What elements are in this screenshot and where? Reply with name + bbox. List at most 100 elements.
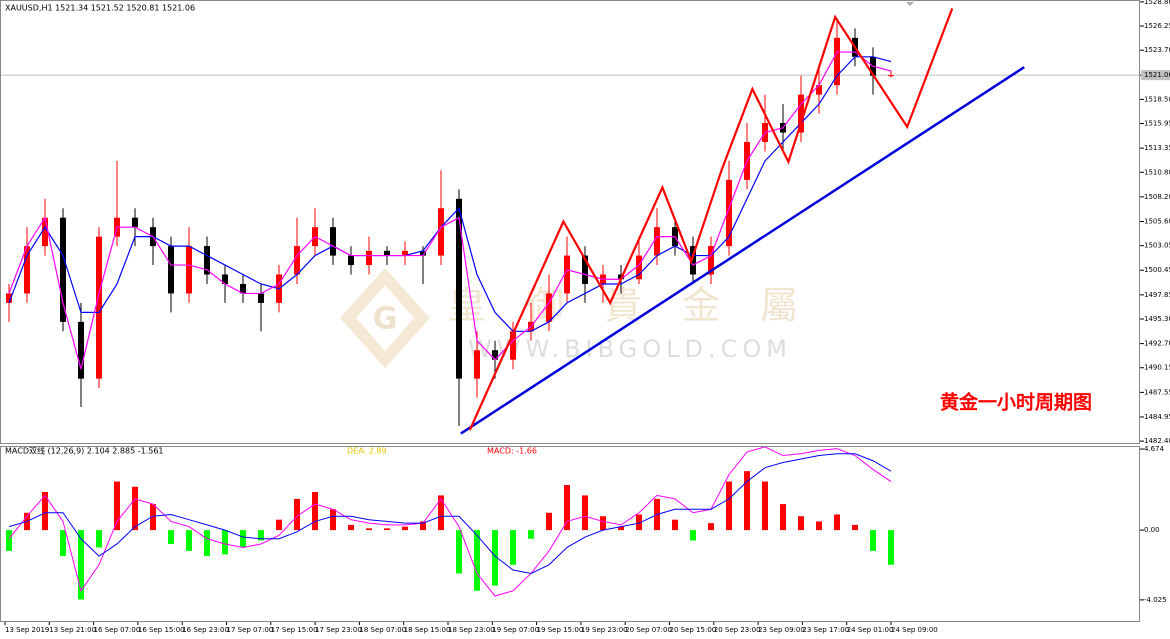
x-tick-label: 13 Sep 2019 bbox=[5, 626, 49, 634]
macd-bar bbox=[798, 516, 804, 531]
candle-body bbox=[366, 250, 372, 266]
y-tick-label: 1503.05 bbox=[1144, 242, 1170, 250]
macd-bar bbox=[600, 516, 606, 531]
main-pane-frame bbox=[0, 0, 1140, 444]
candle-body bbox=[546, 293, 552, 322]
macd-bar bbox=[294, 498, 300, 531]
macd-bar bbox=[456, 530, 462, 574]
x-tick-label: 17 Sep 23:00 bbox=[315, 626, 362, 634]
macd-bar bbox=[78, 530, 84, 600]
x-tick-label: 20 Sep 23:00 bbox=[714, 626, 761, 634]
macd-bar bbox=[780, 504, 786, 531]
x-tick-label: 19 Sep 15:00 bbox=[537, 626, 584, 634]
x-tick-label: 20 Sep 07:00 bbox=[625, 626, 672, 634]
last-price-box bbox=[1141, 70, 1170, 81]
macd-bar bbox=[528, 530, 534, 539]
x-tick-label: 18 Sep 07:00 bbox=[359, 626, 406, 634]
candle-body bbox=[474, 350, 480, 379]
candle-body bbox=[24, 246, 30, 294]
y-tick-label: 1515.95 bbox=[1144, 120, 1170, 128]
macd-bar bbox=[96, 530, 102, 548]
x-tick-label: 16 Sep 15:00 bbox=[138, 626, 185, 634]
macd-bar bbox=[546, 512, 552, 531]
x-tick-label: 24 Sep 09:00 bbox=[891, 626, 938, 634]
y-tick-label: 1487.55 bbox=[1144, 388, 1170, 396]
y-tick-label: 1482.40 bbox=[1144, 437, 1170, 445]
macd-bar bbox=[330, 509, 336, 531]
y-tick-label: 1523.70 bbox=[1144, 46, 1170, 54]
candle-body bbox=[816, 85, 822, 95]
y-tick-label: 1518.50 bbox=[1144, 95, 1170, 103]
macd-bar bbox=[474, 530, 480, 591]
candle-body bbox=[636, 255, 642, 280]
trendline bbox=[460, 66, 1025, 435]
macd-bar bbox=[42, 491, 48, 531]
watermark-url: WWW.BIBGOLD.COM bbox=[468, 335, 792, 363]
macd-value-label: DEA: 2.89 bbox=[347, 447, 387, 456]
macd-bar bbox=[366, 528, 372, 531]
macd-bar bbox=[564, 485, 570, 531]
macd-bar bbox=[132, 486, 138, 531]
candle-body bbox=[654, 227, 660, 256]
candle-body bbox=[258, 293, 264, 303]
macd-line bbox=[8, 453, 892, 574]
watermark-name: 皇 御 貴 金 屬 bbox=[448, 284, 812, 328]
y-tick-label: 4.674 bbox=[1144, 445, 1165, 453]
macd-bar bbox=[726, 481, 732, 531]
macd-bar bbox=[618, 526, 624, 531]
svg-text:G: G bbox=[373, 302, 398, 337]
x-tick-label: 17 Sep 15:00 bbox=[271, 626, 318, 634]
macd-bar bbox=[744, 471, 750, 531]
macd-bar bbox=[816, 521, 822, 531]
shift-marker bbox=[906, 2, 914, 6]
x-tick-label: 24 Sep 01:00 bbox=[847, 626, 894, 634]
x-tick-label: 19 Sep 23:00 bbox=[581, 626, 628, 634]
y-tick-label: 1510.80 bbox=[1144, 168, 1170, 176]
x-tick-label: 23 Sep 17:00 bbox=[802, 626, 849, 634]
macd-bar bbox=[834, 514, 840, 531]
annotation: 黄金一小时周期图 bbox=[940, 391, 1092, 414]
candle-body bbox=[96, 236, 102, 379]
y-tick-label: 1490.15 bbox=[1144, 364, 1170, 372]
moving-average bbox=[8, 56, 892, 332]
macd-bar bbox=[258, 530, 264, 541]
x-tick-label: 13 Sep 21:00 bbox=[49, 626, 96, 634]
candle-body bbox=[132, 217, 138, 228]
y-tick-label: 1508.20 bbox=[1144, 193, 1170, 201]
y-tick-label: 1521.06 bbox=[1144, 71, 1170, 79]
macd-bar bbox=[438, 495, 444, 531]
y-tick-label: 1526.25 bbox=[1144, 22, 1170, 30]
candle-body bbox=[168, 246, 174, 294]
x-tick-label: 20 Sep 15:00 bbox=[670, 626, 717, 634]
moving-average bbox=[8, 51, 892, 370]
macd-bar bbox=[348, 524, 354, 531]
candle-body bbox=[60, 217, 66, 322]
macd-line bbox=[8, 446, 892, 597]
candle-body bbox=[564, 255, 570, 294]
watermark-logo: G bbox=[340, 268, 430, 368]
y-tick-label: 0.00 bbox=[1144, 526, 1160, 534]
candle-body bbox=[834, 37, 840, 86]
macd-bar bbox=[384, 528, 390, 531]
candle-body bbox=[204, 246, 210, 275]
x-tick-label: 16 Sep 07:00 bbox=[94, 626, 141, 634]
macd-bar bbox=[852, 524, 858, 531]
candle-body bbox=[888, 75, 894, 77]
macd-bar bbox=[870, 530, 876, 551]
macd-bar bbox=[276, 519, 282, 531]
macd-bar bbox=[582, 495, 588, 531]
candle-body bbox=[222, 274, 228, 284]
candle-body bbox=[330, 227, 336, 256]
candle-body bbox=[420, 250, 426, 256]
macd-title: MACD双线 (12,26,9) 2.104 2.885 -1.561 bbox=[5, 446, 164, 456]
macd-bar bbox=[636, 514, 642, 531]
candle-body bbox=[240, 283, 246, 294]
y-tick-label: 1513.35 bbox=[1144, 144, 1170, 152]
macd-bar bbox=[240, 530, 246, 548]
candle-body bbox=[294, 246, 300, 275]
candle-body bbox=[726, 179, 732, 247]
zigzag bbox=[468, 8, 954, 431]
x-tick-label: 18 Sep 15:00 bbox=[404, 626, 451, 634]
